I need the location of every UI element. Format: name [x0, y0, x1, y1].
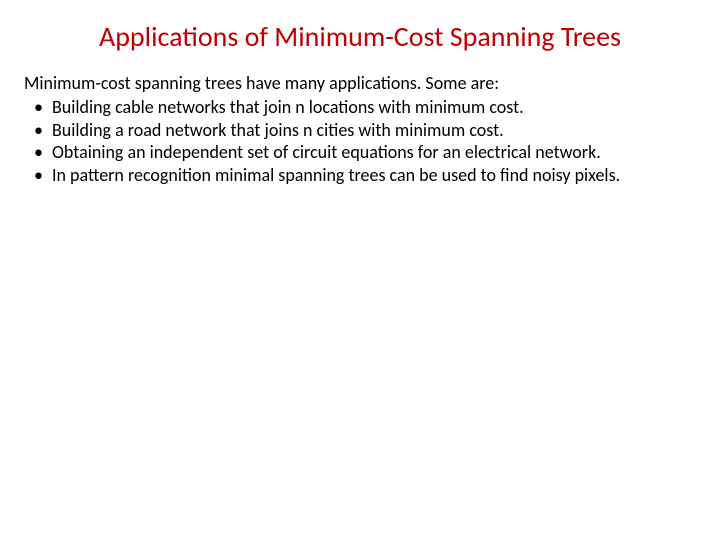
- slide-title: Applications of Minimum-Cost Spanning Tr…: [24, 20, 696, 54]
- bullet-list: Building cable networks that join n loca…: [24, 96, 696, 186]
- intro-text: Minimum-cost spanning trees have many ap…: [24, 72, 696, 95]
- list-item: Obtaining an independent set of circuit …: [52, 141, 696, 164]
- slide: Applications of Minimum-Cost Spanning Tr…: [0, 0, 720, 540]
- list-item: Building a road network that joins n cit…: [52, 119, 696, 142]
- list-item: Building cable networks that join n loca…: [52, 96, 696, 119]
- list-item: In pattern recognition minimal spanning …: [52, 164, 696, 187]
